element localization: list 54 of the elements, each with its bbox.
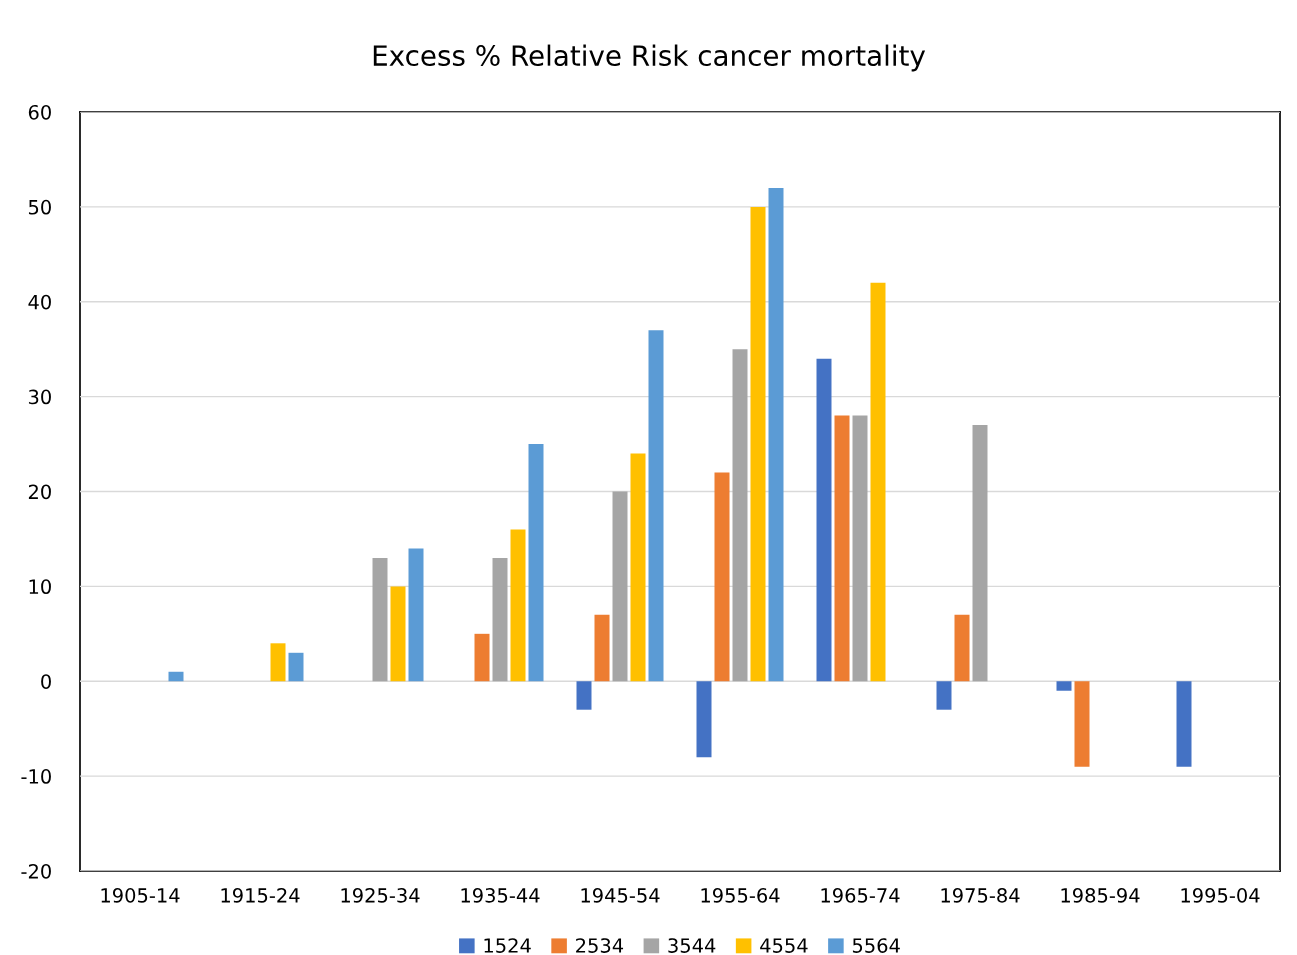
bar <box>750 206 766 682</box>
bar <box>816 358 832 682</box>
bar <box>576 681 592 710</box>
bar <box>612 491 628 682</box>
x-tick-label: 1975-84 <box>941 888 1020 903</box>
bar <box>732 349 748 682</box>
y-tick-label: 30 <box>28 389 51 405</box>
bar <box>1056 681 1072 691</box>
legend-label: 1524 <box>484 938 531 953</box>
legend-label: 2534 <box>576 938 624 953</box>
bar <box>936 681 952 710</box>
bar <box>834 415 850 682</box>
y-tick-label: 50 <box>28 199 51 215</box>
bar <box>408 548 424 682</box>
bar <box>648 330 664 682</box>
bar <box>474 633 490 682</box>
bar <box>870 282 886 682</box>
x-tick-label: 1995-04 <box>1181 888 1260 903</box>
bar <box>630 453 646 682</box>
x-tick-label: 1925-34 <box>341 888 420 903</box>
bar <box>1074 681 1090 767</box>
x-tick-label: 1905-14 <box>101 888 180 903</box>
y-tick-label: 40 <box>28 294 51 310</box>
y-tick-label: -20 <box>21 863 51 879</box>
bar <box>714 472 730 682</box>
bar <box>696 681 712 758</box>
x-tick-label: 1965-74 <box>821 888 900 903</box>
y-tick-label: 20 <box>28 484 51 500</box>
chart-title: Excess % Relative Risk cancer mortality <box>373 44 926 72</box>
bar <box>954 614 970 682</box>
bar <box>270 643 286 682</box>
y-tick-label: -10 <box>21 769 51 784</box>
x-tick-label: 1915-24 <box>221 888 300 903</box>
bar <box>1176 681 1192 767</box>
y-tick-label: 60 <box>28 104 51 120</box>
legend-label: 4554 <box>760 938 808 953</box>
bar <box>528 444 544 682</box>
x-tick-label: 1945-54 <box>581 888 660 903</box>
bar <box>492 557 508 682</box>
bar <box>390 586 406 682</box>
x-tick-label: 1935-44 <box>461 888 540 903</box>
y-tick-label: 10 <box>29 579 51 595</box>
legend-label: 5564 <box>852 938 900 953</box>
bar <box>372 557 388 682</box>
bar <box>510 529 526 682</box>
bar <box>972 425 988 682</box>
bar <box>852 415 868 682</box>
x-tick-label: 1985-94 <box>1061 888 1140 903</box>
x-tick-label: 1955-64 <box>701 888 780 903</box>
bar <box>768 187 784 682</box>
legend-label: 3544 <box>668 938 716 953</box>
y-tick-label: 0 <box>41 674 51 689</box>
bar <box>594 614 610 682</box>
bar <box>288 652 304 682</box>
